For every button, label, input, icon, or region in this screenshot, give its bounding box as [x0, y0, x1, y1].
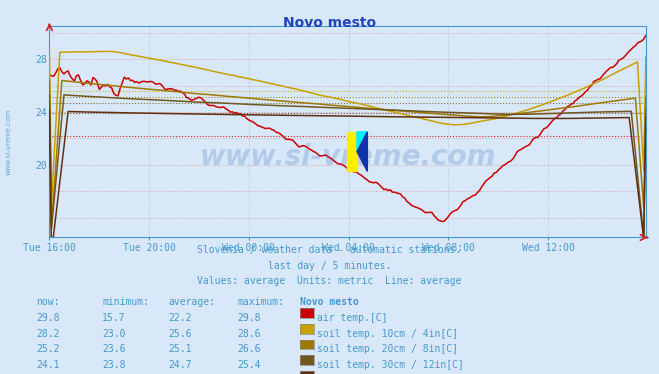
Text: average:: average: [168, 297, 215, 307]
Text: Novo mesto: Novo mesto [283, 16, 376, 30]
Text: last day / 5 minutes.: last day / 5 minutes. [268, 261, 391, 271]
Text: www.si-vreme.com: www.si-vreme.com [5, 109, 12, 175]
Text: www.si-vreme.com: www.si-vreme.com [200, 143, 496, 171]
Text: 15.7: 15.7 [102, 313, 126, 323]
Text: 22.2: 22.2 [168, 313, 192, 323]
Text: now:: now: [36, 297, 60, 307]
Text: minimum:: minimum: [102, 297, 149, 307]
Text: soil temp. 30cm / 12in[C]: soil temp. 30cm / 12in[C] [317, 360, 464, 370]
Text: soil temp. 20cm / 8in[C]: soil temp. 20cm / 8in[C] [317, 344, 458, 355]
Text: 25.2: 25.2 [36, 344, 60, 355]
Text: Novo mesto: Novo mesto [300, 297, 358, 307]
Polygon shape [357, 132, 367, 151]
Text: air temp.[C]: air temp.[C] [317, 313, 387, 323]
Text: soil temp. 10cm / 4in[C]: soil temp. 10cm / 4in[C] [317, 329, 458, 339]
Text: 25.1: 25.1 [168, 344, 192, 355]
Text: 23.8: 23.8 [102, 360, 126, 370]
Text: 25.4: 25.4 [237, 360, 261, 370]
Polygon shape [347, 132, 357, 171]
Polygon shape [357, 132, 367, 171]
Text: 24.1: 24.1 [36, 360, 60, 370]
Text: 25.6: 25.6 [168, 329, 192, 339]
Text: Values: average  Units: metric  Line: average: Values: average Units: metric Line: aver… [197, 276, 462, 286]
Text: maximum:: maximum: [237, 297, 284, 307]
Text: Slovenia / weather data - automatic stations.: Slovenia / weather data - automatic stat… [197, 245, 462, 255]
Text: 24.7: 24.7 [168, 360, 192, 370]
Text: 23.6: 23.6 [102, 344, 126, 355]
Text: 28.6: 28.6 [237, 329, 261, 339]
Text: 26.6: 26.6 [237, 344, 261, 355]
Text: 29.8: 29.8 [36, 313, 60, 323]
Text: 23.0: 23.0 [102, 329, 126, 339]
Text: 29.8: 29.8 [237, 313, 261, 323]
Text: 28.2: 28.2 [36, 329, 60, 339]
